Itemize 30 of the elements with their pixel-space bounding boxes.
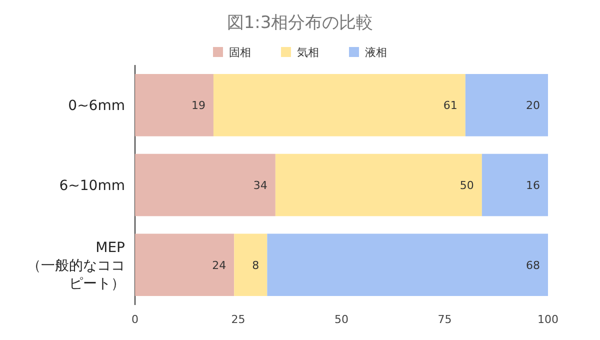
bar (234, 234, 268, 296)
x-tick-label: 75 (438, 312, 452, 326)
y-tick-label: 6~10mm (59, 178, 125, 194)
data-label: 34 (253, 179, 268, 192)
data-label: 16 (526, 179, 540, 192)
bar (482, 154, 548, 216)
bar (213, 74, 466, 136)
data-label: 8 (252, 258, 260, 272)
x-tick-label: 50 (334, 312, 348, 326)
chart-title: 図1:3相分布の比較 (226, 13, 374, 33)
data-label: 61 (443, 99, 458, 112)
bar (135, 154, 276, 216)
bar (465, 74, 548, 136)
legend-label: 固相 (229, 46, 251, 59)
data-label: 19 (191, 99, 206, 112)
bar (275, 154, 482, 216)
data-label: 50 (460, 179, 474, 192)
bar (135, 234, 234, 296)
data-label: 24 (212, 258, 226, 272)
y-tick-label: 0~6mm (68, 98, 125, 114)
bar (267, 234, 548, 296)
x-tick-label: 25 (231, 312, 246, 326)
x-tick-label: 0 (132, 312, 138, 326)
y-tick-label: MEP （一般的なココピート） (27, 240, 125, 292)
data-label: 68 (526, 258, 540, 272)
legend-label: 液相 (365, 46, 387, 59)
data-label: 20 (526, 99, 540, 112)
x-tick-label: 100 (538, 312, 558, 326)
legend-label: 気相 (297, 46, 319, 59)
bar (135, 74, 214, 136)
